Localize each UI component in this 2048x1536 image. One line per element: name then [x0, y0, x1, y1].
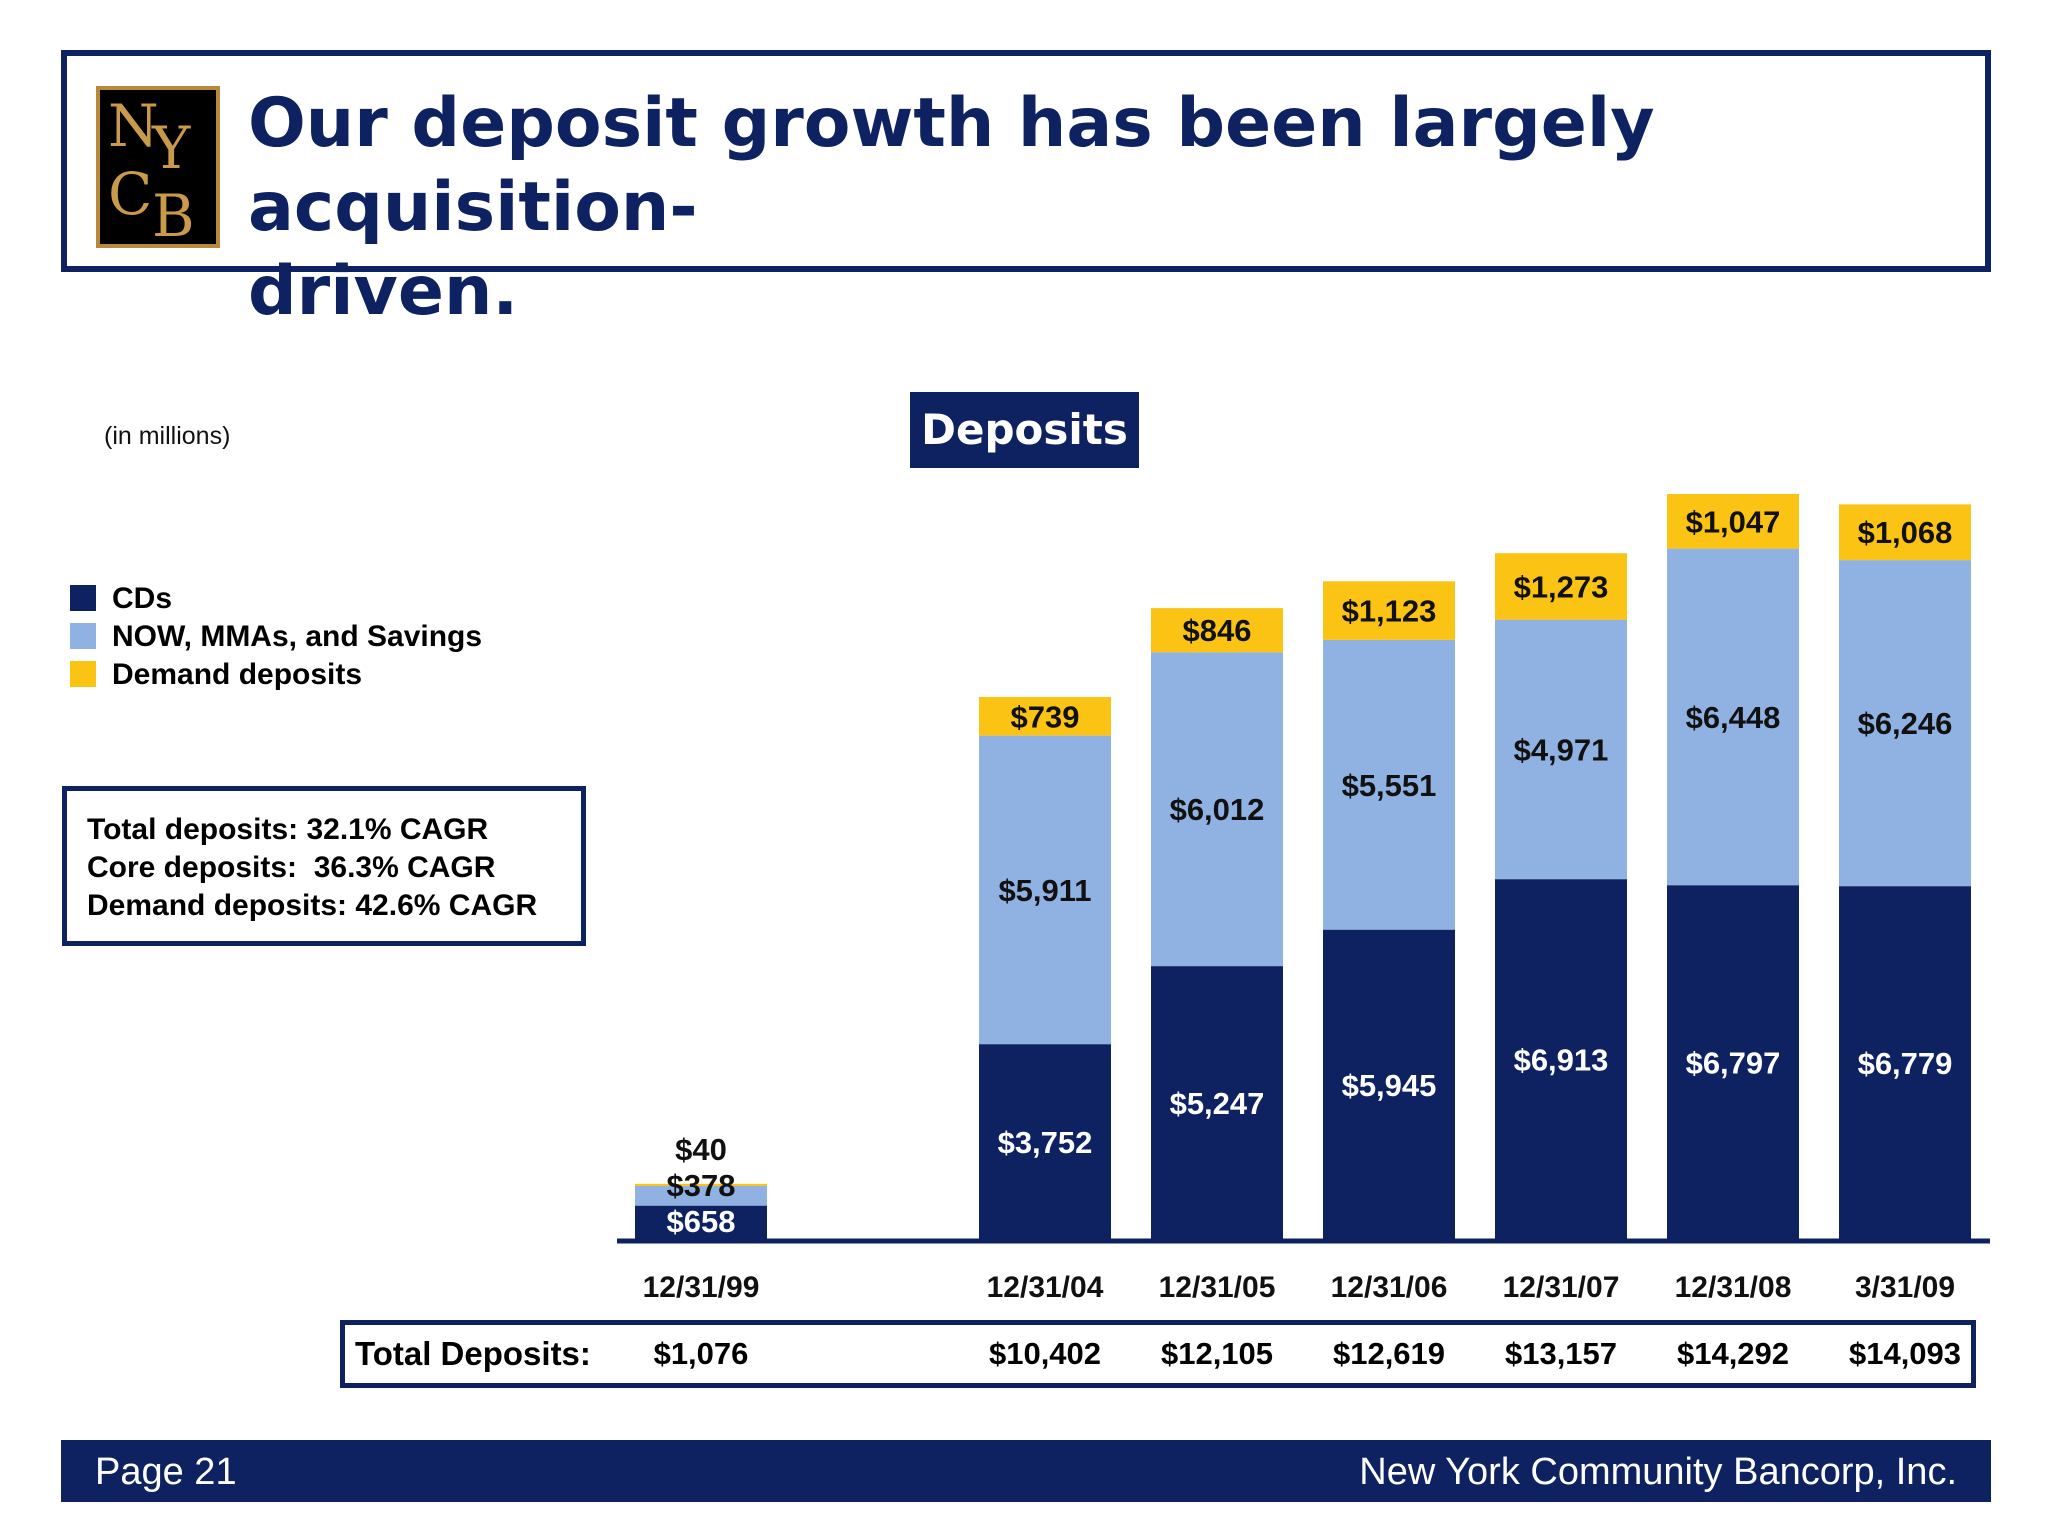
bar-segment-cds-12-31-08 — [1667, 885, 1799, 1240]
cagr-box: Total deposits: 32.1% CAGR Core deposits… — [62, 786, 586, 946]
bar-segment-now-mmas-and-savings-12-31-04 — [979, 735, 1111, 1045]
svg-text:Y: Y — [151, 114, 191, 182]
data-label-now-mmas-and-savings-12-31-06: $5,551 — [1342, 768, 1437, 803]
cagr-core-deposits: Core deposits: 36.3% CAGR — [87, 851, 496, 884]
data-label-cds-12-31-99: $658 — [667, 1204, 736, 1239]
nycb-logo-mark: N Y C B — [108, 92, 195, 244]
bar-segment-now-mmas-and-savings-12-31-06 — [1323, 639, 1455, 930]
bar-segment-cds-12-31-07 — [1495, 879, 1627, 1240]
page-title: Our deposit growth has been largely acqu… — [248, 82, 1948, 334]
chart-title: Deposits — [910, 392, 1139, 468]
total-value-12-31-07: $13,157 — [1504, 1336, 1618, 1371]
bar-segment-demand-deposits-12-31-04 — [979, 697, 1111, 736]
footer-company-name: New York Community Bancorp, Inc. — [1359, 1451, 1957, 1493]
data-label-demand-deposits-12-31-05: $846 — [1183, 613, 1252, 648]
x-tick-label-12-31-07: 12/31/07 — [1503, 1271, 1620, 1304]
bar-segment-now-mmas-and-savings-12-31-07 — [1495, 619, 1627, 880]
bar-segment-cds-12-31-06 — [1323, 929, 1455, 1240]
total-value-12-31-99: $1,076 — [653, 1336, 749, 1371]
bar-segment-now-mmas-and-savings-12-31-99 — [635, 1185, 767, 1206]
data-label-now-mmas-and-savings-12-31-07: $4,971 — [1514, 732, 1609, 767]
bar-segment-cds-12-31-04 — [979, 1044, 1111, 1240]
total-value-3-31-09: $14,093 — [1848, 1336, 1962, 1371]
total-value-12-31-06: $12,619 — [1332, 1336, 1446, 1371]
page-title-line-2: driven. — [248, 252, 519, 331]
bar-segment-cds-3-31-09 — [1839, 886, 1971, 1240]
units-note: (in millions) — [104, 422, 231, 450]
totals-label: Total Deposits: — [355, 1335, 591, 1372]
data-label-demand-deposits-12-31-06: $1,123 — [1342, 594, 1437, 629]
data-label-cds-3-31-09: $6,779 — [1858, 1046, 1953, 1081]
legend-label-demand-deposits: Demand deposits — [112, 658, 363, 691]
legend-label-now-mmas-savings: NOW, MMAs, and Savings — [112, 620, 483, 653]
data-label-demand-deposits-12-31-04: $739 — [1011, 699, 1080, 734]
legend-swatch-demand-deposits — [70, 661, 96, 687]
total-value-12-31-08: $14,292 — [1676, 1336, 1790, 1371]
legend-swatch-now-mmas-savings — [70, 623, 96, 649]
legend-swatch-cds — [70, 585, 96, 611]
total-value-12-31-04: $10,402 — [988, 1336, 1102, 1371]
legend-label-cds: CDs — [112, 582, 173, 615]
bar-segment-demand-deposits-12-31-07 — [1495, 553, 1627, 620]
bar-segment-now-mmas-and-savings-3-31-09 — [1839, 560, 1971, 887]
data-label-now-mmas-and-savings-12-31-99: $378 — [667, 1168, 736, 1203]
x-tick-label-12-31-08: 12/31/08 — [1675, 1271, 1792, 1304]
data-label-now-mmas-and-savings-3-31-09: $6,246 — [1858, 706, 1953, 741]
data-label-now-mmas-and-savings-12-31-05: $6,012 — [1170, 792, 1265, 827]
totals-row — [340, 1320, 1976, 1388]
footer: Page 21 New York Community Bancorp, Inc. — [61, 1440, 1991, 1502]
x-tick-label-12-31-99: 12/31/99 — [643, 1271, 760, 1304]
data-label-cds-12-31-05: $5,247 — [1170, 1086, 1265, 1121]
page-title-line-1: Our deposit growth has been largely acqu… — [248, 84, 1655, 247]
cagr-demand-deposits: Demand deposits: 42.6% CAGR — [87, 889, 538, 922]
cagr-total-deposits: Total deposits: 32.1% CAGR — [87, 813, 489, 846]
data-label-cds-12-31-04: $3,752 — [998, 1125, 1093, 1160]
data-label-demand-deposits-12-31-07: $1,273 — [1514, 569, 1609, 604]
title-frame — [61, 50, 1991, 272]
nycb-logo: N Y C B — [96, 86, 220, 248]
bar-segment-now-mmas-and-savings-12-31-05 — [1151, 652, 1283, 967]
bar-segment-demand-deposits-3-31-09 — [1839, 504, 1971, 561]
bar-segment-demand-deposits-12-31-99 — [635, 1183, 767, 1186]
data-label-demand-deposits-12-31-99: $40 — [675, 1132, 727, 1167]
bar-segment-now-mmas-and-savings-12-31-08 — [1667, 548, 1799, 886]
bar-segment-cds-12-31-05 — [1151, 966, 1283, 1240]
svg-text:C: C — [108, 160, 152, 228]
bar-segment-demand-deposits-12-31-06 — [1323, 581, 1455, 640]
data-label-cds-12-31-08: $6,797 — [1686, 1046, 1781, 1081]
data-label-cds-12-31-06: $5,945 — [1342, 1068, 1437, 1103]
svg-text:N: N — [108, 92, 159, 160]
bar-segment-demand-deposits-12-31-08 — [1667, 493, 1799, 549]
data-label-now-mmas-and-savings-12-31-04: $5,911 — [998, 873, 1091, 908]
x-tick-label-12-31-04: 12/31/04 — [987, 1271, 1104, 1304]
x-tick-label-3-31-09: 3/31/09 — [1855, 1271, 1955, 1304]
x-tick-label-12-31-05: 12/31/05 — [1159, 1271, 1276, 1304]
footer-page-number: Page 21 — [95, 1451, 237, 1493]
bar-segment-cds-12-31-99 — [635, 1205, 767, 1240]
data-label-cds-12-31-07: $6,913 — [1514, 1043, 1609, 1078]
x-tick-label-12-31-06: 12/31/06 — [1331, 1271, 1448, 1304]
total-value-12-31-05: $12,105 — [1160, 1336, 1274, 1371]
data-label-demand-deposits-3-31-09: $1,068 — [1858, 515, 1953, 550]
data-label-now-mmas-and-savings-12-31-08: $6,448 — [1686, 700, 1781, 735]
data-label-demand-deposits-12-31-08: $1,047 — [1686, 504, 1781, 539]
svg-text:B: B — [152, 182, 195, 244]
bar-segment-demand-deposits-12-31-05 — [1151, 608, 1283, 653]
